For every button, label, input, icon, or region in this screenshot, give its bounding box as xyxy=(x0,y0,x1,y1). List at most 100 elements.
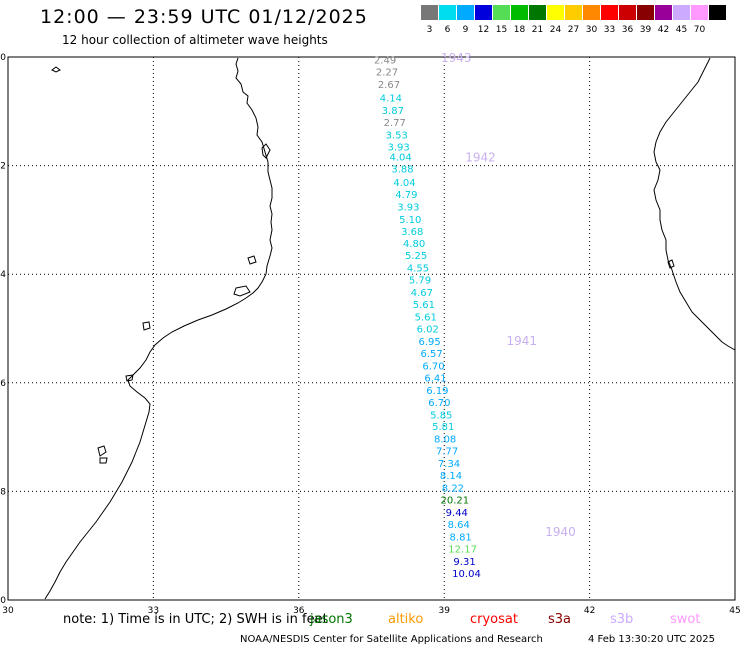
coast-islet-2 xyxy=(261,143,271,159)
legend-label: 45 xyxy=(675,25,688,35)
coast-islet-4 xyxy=(233,285,251,297)
lon-tick-label: 42 xyxy=(584,606,595,616)
pass-time-label: 1943 xyxy=(441,51,472,65)
legend-label: 15 xyxy=(495,25,508,35)
map-grid xyxy=(8,57,735,600)
swh-value: 6.19 xyxy=(426,386,448,397)
swh-value: 3.93 xyxy=(397,202,419,213)
swh-value: 8.81 xyxy=(450,532,472,543)
legend-label: 27 xyxy=(567,25,580,35)
lat-tick-label: -24 xyxy=(0,270,6,280)
swh-value: 6.70 xyxy=(422,361,444,372)
swh-value: 6.70 xyxy=(428,398,450,409)
pass-time-labels: 1943 1942 1941 1940 xyxy=(441,51,576,539)
madagascar-coastline xyxy=(653,57,736,351)
swh-observations: 2.492.272.674.143.872.773.533.934.043.88… xyxy=(374,56,481,580)
legend-swatch xyxy=(637,5,654,20)
swh-value: 7.77 xyxy=(436,447,458,458)
swh-value: 5.81 xyxy=(432,422,454,433)
swh-value: 6.02 xyxy=(417,325,439,336)
lat-tick-label: -30 xyxy=(0,596,6,606)
legend-label: 12 xyxy=(477,25,490,35)
swh-value: 4.14 xyxy=(380,94,402,105)
swh-value: 2.27 xyxy=(376,68,398,79)
madagascar-islet xyxy=(667,259,675,269)
legend-swatch xyxy=(673,5,690,20)
pass-time-label: 1940 xyxy=(545,525,576,539)
swh-value: 8.64 xyxy=(448,520,470,531)
swh-value: 4.55 xyxy=(407,264,429,275)
lon-tick-label: 33 xyxy=(148,606,159,616)
swh-value: 8.08 xyxy=(434,435,456,446)
swh-value: 4.79 xyxy=(395,190,417,201)
swh-value: 4.80 xyxy=(403,239,425,250)
coast-islet-1 xyxy=(51,66,61,73)
swh-value: 2.49 xyxy=(374,56,396,67)
legend-label: 21 xyxy=(531,25,544,35)
legend-swatch xyxy=(601,5,618,20)
swh-value: 3.88 xyxy=(391,164,413,175)
legend-label: 3 xyxy=(426,25,433,35)
legend-swatch xyxy=(709,5,726,20)
swh-value: 4.67 xyxy=(411,288,433,299)
legend-label: 70 xyxy=(693,25,706,35)
coast-islet-3 xyxy=(247,255,257,265)
lat-tick-label: -22 xyxy=(0,162,6,172)
swh-value: 10.04 xyxy=(452,569,481,580)
legend-label: 6 xyxy=(444,25,451,35)
lat-tick-label: -26 xyxy=(0,379,6,389)
swh-value: 5.61 xyxy=(415,313,437,324)
swh-value: 6.57 xyxy=(420,349,442,360)
swh-value: 3.93 xyxy=(388,143,410,154)
legend-label: 42 xyxy=(657,25,670,35)
legend-swatch xyxy=(475,5,492,20)
coast-islet-7 xyxy=(97,445,107,457)
lon-tick-label: 39 xyxy=(438,606,450,616)
swh-value: 9.31 xyxy=(453,557,475,568)
legend-label: 30 xyxy=(585,25,598,35)
coastline-madagascar xyxy=(653,57,736,351)
lon-tick-label: 36 xyxy=(293,606,305,616)
legend-swatch xyxy=(619,5,636,20)
swh-value: 5.85 xyxy=(430,410,452,421)
swh-value: 3.53 xyxy=(386,131,408,142)
swh-value: 9.44 xyxy=(446,508,468,519)
legend-swatch xyxy=(655,5,672,20)
swh-value: 5.25 xyxy=(405,251,427,262)
legend-swatch xyxy=(529,5,546,20)
legend-swatch xyxy=(439,5,456,20)
legend-swatch xyxy=(547,5,564,20)
swh-value: 5.79 xyxy=(409,276,431,287)
satellite-label: jason3 xyxy=(310,612,353,627)
coast-islet-8 xyxy=(99,457,108,464)
swh-value: 2.67 xyxy=(378,80,400,91)
generation-timestamp: 4 Feb 13:30:20 UTC 2025 xyxy=(588,634,715,645)
satellite-label: s3a xyxy=(548,612,572,627)
legend-swatch xyxy=(457,5,474,20)
swh-value: 20.21 xyxy=(441,496,470,507)
coastline-africa xyxy=(44,57,273,600)
satellite-label: altiko xyxy=(388,612,424,627)
coast-islet-6 xyxy=(125,374,134,382)
pass-time-label: 1941 xyxy=(506,334,537,348)
axis-tick-labels: 30 33 36 39 42 45 -20 -22 -24 -26 -28 -30 xyxy=(0,53,740,616)
legend-swatch xyxy=(583,5,600,20)
legend-label: 36 xyxy=(621,25,634,35)
satellite-label: s3b xyxy=(610,612,634,627)
legend-swatch xyxy=(565,5,582,20)
legend-label: 18 xyxy=(513,25,526,35)
legend-label: 24 xyxy=(549,25,562,35)
legend-label: 39 xyxy=(639,25,652,35)
swh-value: 12.17 xyxy=(448,544,477,555)
legend-label: 9 xyxy=(462,25,469,35)
swh-value: 6.41 xyxy=(424,373,446,384)
swh-value: 4.04 xyxy=(389,152,411,163)
legend-swatch xyxy=(511,5,528,20)
footer-note: note: 1) Time is in UTC; 2) SWH is in fe… xyxy=(63,612,328,627)
credit-line: NOAA/NESDIS Center for Satellite Applica… xyxy=(240,634,543,645)
swh-value: 5.61 xyxy=(413,300,435,311)
swh-value: 3.87 xyxy=(382,106,404,117)
lat-tick-label: -20 xyxy=(0,53,6,63)
map-frame xyxy=(7,56,736,601)
